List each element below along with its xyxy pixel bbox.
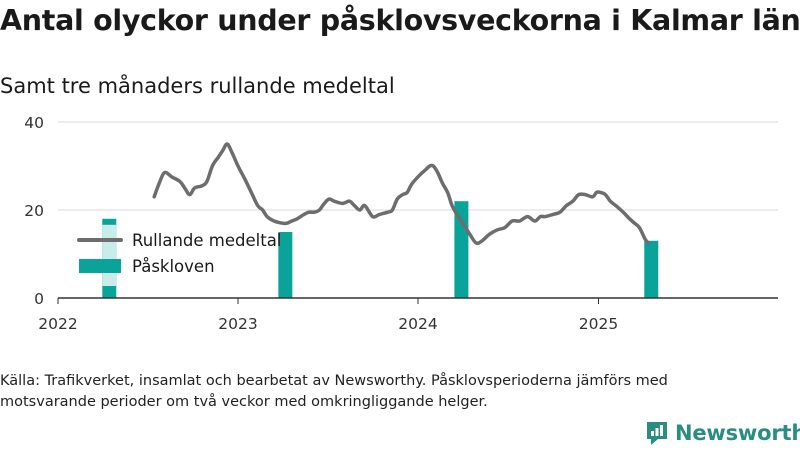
brand-name: Newsworthy [675, 421, 800, 445]
chart-subtitle: Samt tre månaders rullande medeltal [0, 74, 395, 98]
source-note: Källa: Trafikverket, insamlat och bearbe… [0, 373, 668, 410]
legend-label-bar: Påskloven [132, 257, 215, 276]
x-tick-label: 2025 [579, 315, 618, 333]
x-tick-label: 2022 [38, 315, 77, 333]
bar [278, 232, 293, 298]
legend-bar-swatch [79, 259, 121, 273]
chart: 0 20 40 2022 2023 2024 2025 Rullande medeltal På… [24, 114, 778, 333]
bar [644, 240, 659, 298]
newsworthy-logo-icon [647, 422, 667, 445]
x-tick-label: 2023 [218, 315, 257, 333]
chart-title: Antal olyckor under påsklovsveckorna i K… [0, 4, 800, 37]
y-tick-label: 40 [24, 114, 44, 132]
y-tick-label: 0 [34, 290, 44, 308]
legend-label-line: Rullande medeltal [132, 231, 281, 250]
y-tick-label: 20 [24, 202, 44, 220]
brand-logo: Newsworthy [645, 420, 800, 446]
rolling-average-line [152, 142, 651, 246]
x-tick-label: 2024 [398, 315, 437, 333]
